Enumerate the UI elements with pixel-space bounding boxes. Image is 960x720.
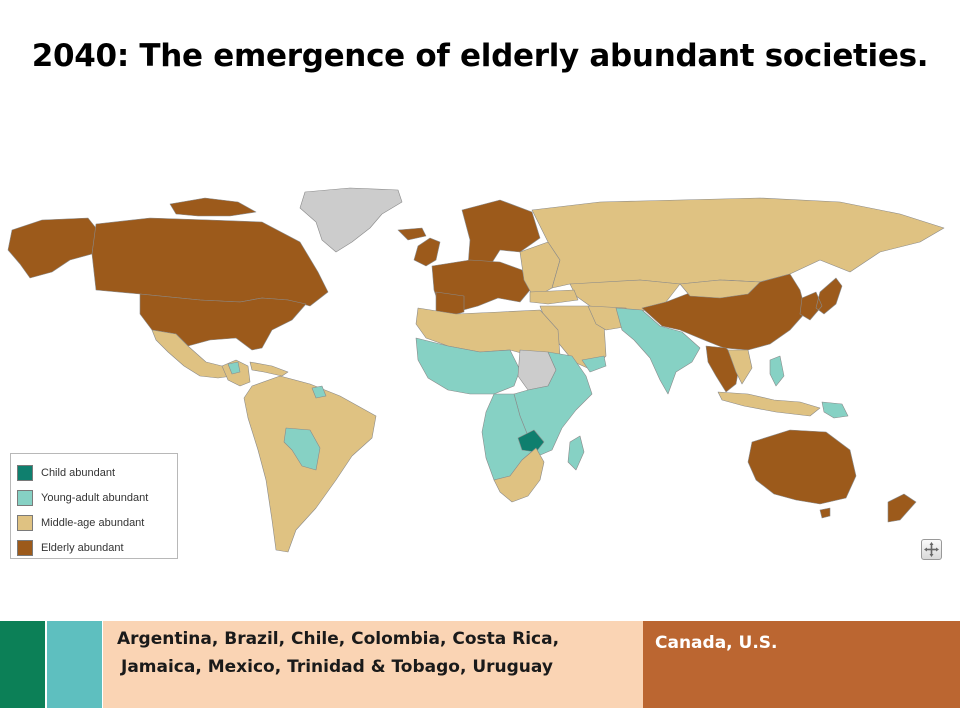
- country-canada: [91, 217, 329, 307]
- legend-swatch-child: [17, 464, 33, 481]
- country-west-africa: [415, 337, 521, 395]
- country-mongolia: [679, 279, 761, 299]
- legend-item-child: Child abundant: [17, 460, 177, 485]
- country-guyana: [311, 385, 327, 399]
- country-indochina: [727, 349, 753, 385]
- country-korea-japan: [799, 277, 843, 321]
- country-uk-ireland: [413, 237, 441, 267]
- band-child: [0, 621, 47, 708]
- country-australia: [747, 429, 857, 505]
- country-indonesia: [717, 391, 821, 417]
- country-png: [821, 401, 849, 419]
- country-scandinavia: [461, 199, 541, 273]
- legend-swatch-elderly: [17, 539, 33, 556]
- country-turkey: [529, 289, 579, 305]
- legend-item-young-adult: Young-adult abundant: [17, 485, 177, 510]
- country-alaska: [7, 217, 97, 279]
- legend-label: Elderly abundant: [41, 541, 124, 554]
- country-southern-africa: [493, 447, 545, 503]
- country-new-zealand: [887, 493, 917, 523]
- country-iceland: [397, 227, 427, 241]
- band-elderly: Canada, U.S.: [643, 621, 960, 708]
- country-tasmania: [819, 507, 831, 519]
- country-zambia: [517, 429, 545, 453]
- band-middle-age: Argentina, Brazil, Chile, Colombia, Cost…: [103, 621, 643, 708]
- elderly-countries: Canada, U.S.: [655, 633, 778, 653]
- country-madagascar: [567, 435, 585, 471]
- legend-label: Young-adult abundant: [41, 491, 149, 504]
- legend-item-elderly: Elderly abundant: [17, 535, 177, 560]
- country-pakistan-india: [615, 307, 701, 395]
- middle-age-countries-line2: Jamaica, Mexico, Trinidad & Tobago, Urug…: [121, 657, 553, 677]
- band-young-adult: [47, 621, 103, 708]
- compass-control-icon[interactable]: [921, 539, 942, 560]
- country-russia: [531, 197, 945, 289]
- compass-arrows-icon: [924, 542, 939, 557]
- country-canada-islands: [169, 197, 257, 217]
- footer-band: Argentina, Brazil, Chile, Colombia, Cost…: [0, 620, 960, 708]
- country-yemen: [581, 355, 607, 373]
- middle-age-countries-line1: Argentina, Brazil, Chile, Colombia, Cost…: [117, 629, 560, 649]
- country-greenland: [299, 187, 403, 253]
- country-guatemala: [227, 361, 241, 375]
- legend-label: Middle-age abundant: [41, 516, 145, 529]
- country-philippines: [769, 355, 785, 387]
- map-legend: Child abundant Young-adult abundant Midd…: [10, 453, 178, 559]
- world-map: [7, 187, 945, 553]
- country-caribbean: [249, 361, 289, 377]
- page-title: 2040: The emergence of elderly abundant …: [31, 38, 929, 74]
- legend-item-middle-age: Middle-age abundant: [17, 510, 177, 535]
- country-mexico: [151, 329, 233, 379]
- legend-label: Child abundant: [41, 466, 116, 479]
- middle-age-countries: Argentina, Brazil, Chile, Colombia, Cost…: [117, 625, 643, 681]
- legend-swatch-middle-age: [17, 514, 33, 531]
- legend-swatch-young-adult: [17, 489, 33, 506]
- country-bolivia-paraguay: [283, 427, 321, 471]
